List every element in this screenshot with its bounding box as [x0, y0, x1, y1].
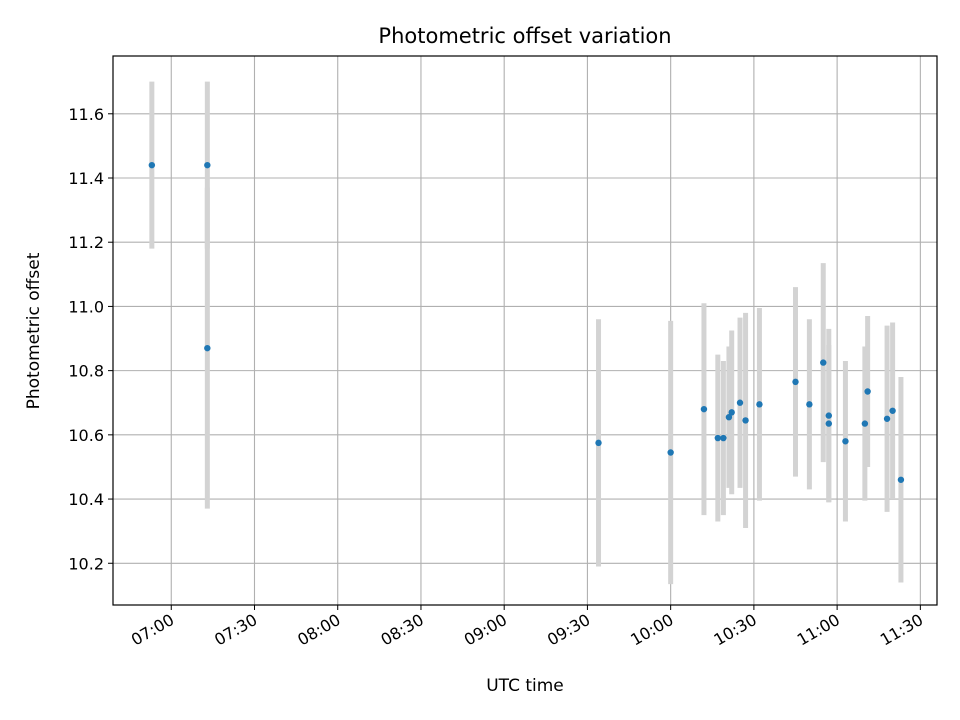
y-tick-label: 10.4 [68, 490, 104, 509]
data-point [714, 434, 722, 442]
data-point [825, 412, 832, 419]
data-point [825, 420, 832, 427]
data-point [820, 359, 827, 366]
data-point [728, 409, 735, 416]
data-point [756, 401, 763, 408]
x-axis-label: UTC time [486, 676, 564, 696]
plot-frame [112, 55, 938, 606]
data-point [864, 388, 871, 395]
y-tick-label: 11.6 [68, 105, 104, 124]
data-point [742, 417, 749, 424]
y-tick-label: 11.4 [68, 169, 104, 188]
data-point [725, 413, 733, 421]
data-point [889, 407, 896, 414]
data-points [148, 161, 905, 483]
y-tick-label: 11.0 [68, 297, 104, 316]
y-tick-label: 10.2 [68, 554, 104, 573]
data-point [897, 476, 905, 483]
y-axis: 10.2 10.4 10.6 10.8 11.0 11.2 11.4 11.6 [68, 105, 113, 573]
data-point [595, 439, 602, 447]
data-point [883, 415, 891, 422]
data-point [792, 378, 799, 386]
data-point [204, 344, 211, 352]
y-tick-label: 11.2 [68, 233, 104, 252]
gridlines [113, 56, 937, 605]
data-point [720, 434, 727, 442]
y-axis-label: Photometric offset [24, 252, 44, 409]
data-point [861, 420, 869, 427]
data-point [148, 161, 156, 169]
y-tick-label: 10.8 [68, 362, 104, 381]
chart-title: Photometric offset variation [378, 24, 671, 48]
y-tick-label: 10.6 [68, 426, 104, 445]
data-point [842, 438, 849, 445]
data-point [700, 405, 708, 413]
data-point [806, 401, 813, 408]
data-point [736, 399, 744, 406]
data-point [667, 449, 674, 456]
data-point [204, 161, 211, 169]
